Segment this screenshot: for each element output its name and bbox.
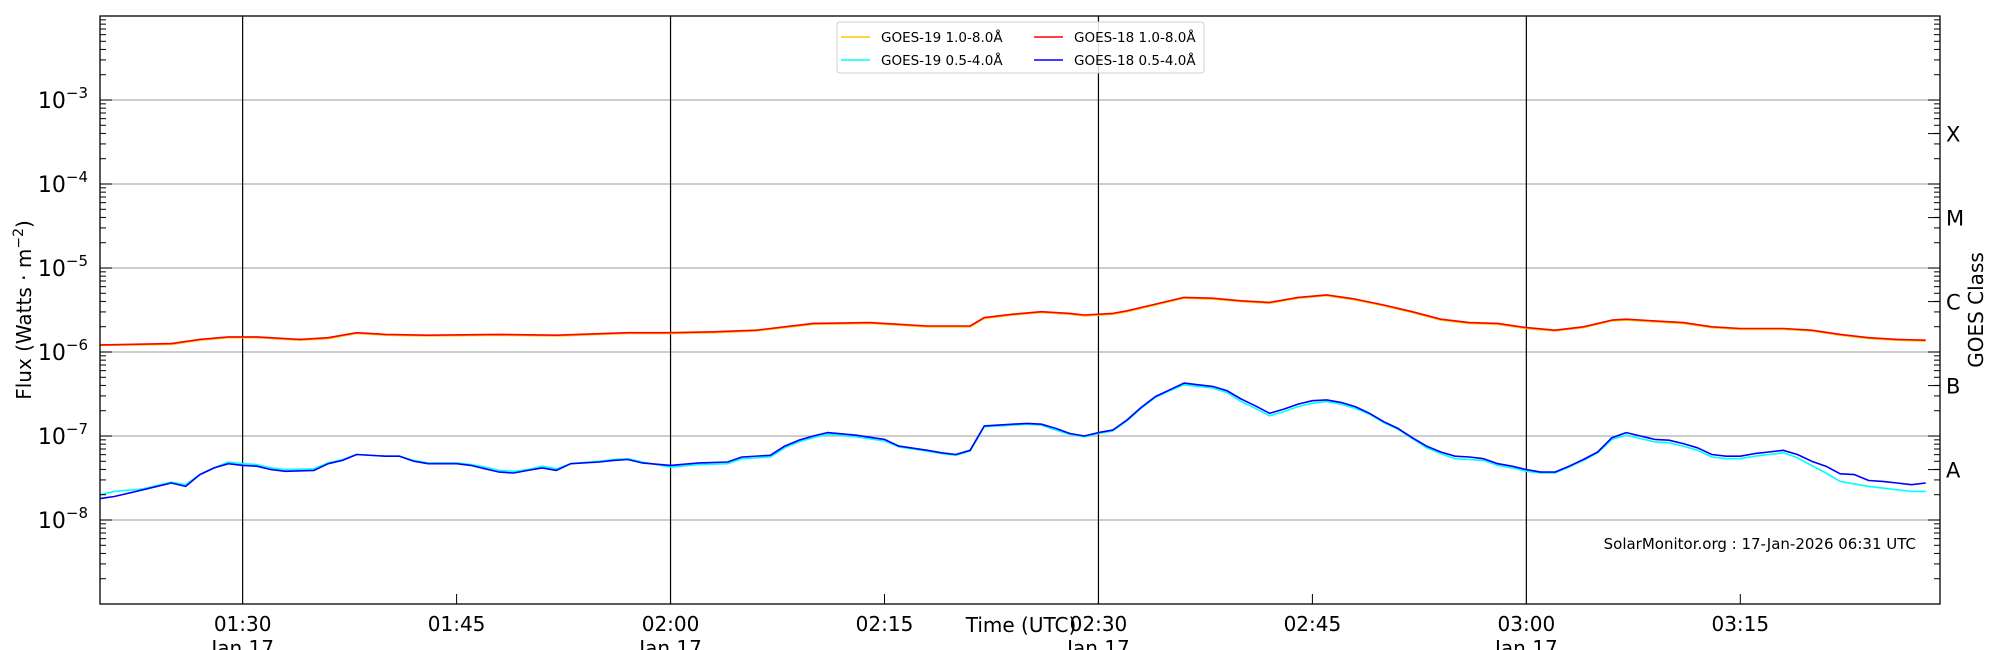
x-tick-label: 02:45: [1284, 612, 1342, 636]
x-tick-date-label: Jan 17: [1493, 636, 1558, 650]
x-tick-date-label: Jan 17: [637, 636, 702, 650]
y-tick-label: 10−4: [38, 168, 88, 198]
grid: [100, 99, 1940, 521]
goes-class-tick-label: A: [1946, 459, 1961, 483]
y-tick-label: 10−7: [38, 420, 88, 450]
x-tick-label: 01:30: [214, 612, 272, 636]
legend-label: GOES-19 1.0-8.0Å: [881, 29, 1003, 46]
goes-class-tick-label: M: [1946, 207, 1964, 231]
x-tick-label: 03:00: [1498, 612, 1556, 636]
x-axis-label: Time (UTC): [965, 613, 1077, 637]
legend-box: [836, 21, 1205, 74]
x-tick-label: 01:45: [428, 612, 486, 636]
legend-label: GOES-19 0.5-4.0Å: [881, 52, 1003, 69]
x-tick-label: 03:15: [1711, 612, 1769, 636]
goes-class-tick-label: C: [1946, 291, 1961, 315]
legend-label: GOES-18 0.5-4.0Å: [1074, 52, 1196, 69]
x-tick-label: 02:30: [1070, 612, 1128, 636]
x-tick-label: 02:00: [642, 612, 700, 636]
y-axis: 10−3 10−4 10−5 10−6 10−7 10−8: [38, 19, 1940, 605]
y-tick-label: 10−8: [38, 504, 88, 534]
y-axis-label: Flux (Watts · m−2): [11, 220, 36, 400]
y-tick-label: 10−5: [38, 252, 88, 282]
goes-class-tick-label: B: [1946, 375, 1960, 399]
y-tick-label: 10−3: [38, 84, 88, 114]
plot-frame: [99, 15, 1941, 605]
goes-class-tick-label: X: [1946, 123, 1960, 147]
timestamp-annotation: SolarMonitor.org : 17-Jan-2026 06:31 UTC: [1604, 535, 1916, 553]
legend: GOES-19 1.0-8.0Å GOES-19 0.5-4.0Å GOES-18 …: [836, 21, 1205, 74]
x-tick-date-label: Jan 17: [209, 636, 274, 650]
x-tick-date-label: Jan 17: [1065, 636, 1130, 650]
goes-class-label: GOES Class: [1964, 252, 1988, 368]
series-line-goes-18-0-5-4-0-: [99, 382, 1926, 500]
x-tick-label: 02:15: [856, 612, 914, 636]
series-line-goes-19-0-5-4-0-: [99, 383, 1926, 496]
series-lines: [99, 294, 1926, 500]
major-time-lines: [242, 16, 1527, 604]
y-tick-label: 10−6: [38, 336, 88, 366]
legend-label: GOES-18 1.0-8.0Å: [1074, 29, 1196, 46]
goes-class-axis: X M C B A: [1928, 123, 1964, 483]
series-line-goes-18-1-0-8-0-: [99, 294, 1926, 346]
